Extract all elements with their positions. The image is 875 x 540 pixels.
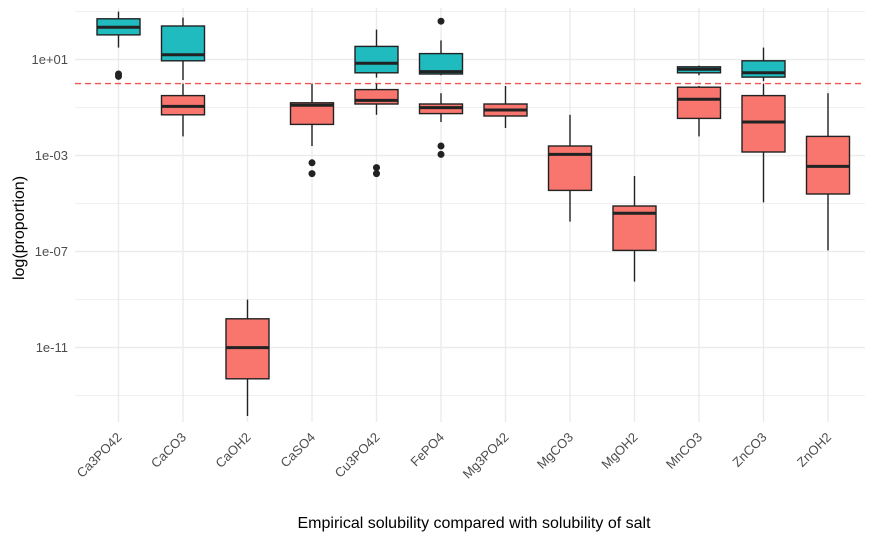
outlier-point: [437, 142, 445, 150]
outlier-point: [308, 170, 316, 178]
y-tick-label: 1e+01: [31, 52, 68, 67]
x-tick-label-MgCO3: MgCO3: [534, 430, 576, 472]
box-Cu3PO42-above: [354, 29, 399, 78]
box-CaCO3-above: [160, 17, 206, 80]
box-FePO4-above: [418, 17, 464, 76]
x-tick-label-ZnOH2: ZnOH2: [794, 430, 834, 470]
box-ZnCO3-below: [741, 83, 786, 203]
box-MgOH2-below: [612, 176, 657, 282]
box-MgCO3-below: [547, 114, 593, 222]
box-CaCO3-below: [160, 83, 206, 137]
outlier-point: [373, 170, 380, 178]
x-tick-label-Cu3PO42: Cu3PO42: [332, 430, 383, 481]
outlier-point: [437, 150, 445, 158]
outlier-point: [437, 17, 445, 25]
x-tick-label-Ca3PO42: Ca3PO42: [74, 430, 125, 481]
box-body: [418, 52, 464, 75]
outlier-point: [308, 159, 316, 167]
x-tick-label-MgOH2: MgOH2: [598, 430, 640, 472]
x-tick-label-ZnCO3: ZnCO3: [729, 430, 769, 470]
box-CaOH2-below: [225, 299, 270, 416]
y-tick-label: 1e-03: [35, 148, 68, 163]
x-tick-label-FePO4: FePO4: [407, 430, 447, 470]
x-tick-label-CaCO3: CaCO3: [148, 430, 189, 471]
box-body: [354, 45, 399, 74]
outlier-point: [373, 164, 380, 172]
box-body: [741, 60, 786, 78]
y-tick-labels: 1e+01 1e-03 1e-07 1e-11: [31, 52, 68, 355]
x-tick-label-CaOH2: CaOH2: [212, 430, 253, 471]
box-MnCO3-below: [676, 86, 722, 137]
box-MnCO3-above: [676, 65, 722, 76]
outlier-point: [115, 70, 122, 78]
y-tick-label: 1e-07: [35, 244, 68, 259]
box-CaSO4-below: [289, 83, 335, 178]
x-tick-label-Mg3PO42: Mg3PO42: [460, 430, 512, 482]
x-axis-title: Empirical solubility compared with solub…: [297, 515, 651, 532]
box-body: [289, 102, 335, 126]
x-tick-label-CaSO4: CaSO4: [277, 430, 318, 471]
box-FePO4-below: [418, 93, 464, 158]
box-body: [547, 145, 593, 192]
box-ZnCO3-above: [741, 47, 786, 82]
y-tick-label: 1e-11: [36, 340, 68, 355]
box-layer: [96, 11, 851, 416]
box-ZnOH2-below: [805, 93, 851, 251]
box-Cu3PO42-below: [354, 83, 399, 178]
y-axis-title: log(proportion): [11, 176, 28, 280]
x-tick-label-MnCO3: MnCO3: [663, 430, 705, 472]
box-body: [741, 94, 786, 153]
box-Mg3PO42-below: [483, 86, 528, 128]
box-body: [676, 86, 722, 120]
x-tick-labels: Ca3PO42 CaCO3 CaOH2 CaSO4 Cu3PO42 FePO4 Mg3PO4…: [74, 430, 834, 482]
box-Ca3PO42-above: [96, 11, 141, 80]
